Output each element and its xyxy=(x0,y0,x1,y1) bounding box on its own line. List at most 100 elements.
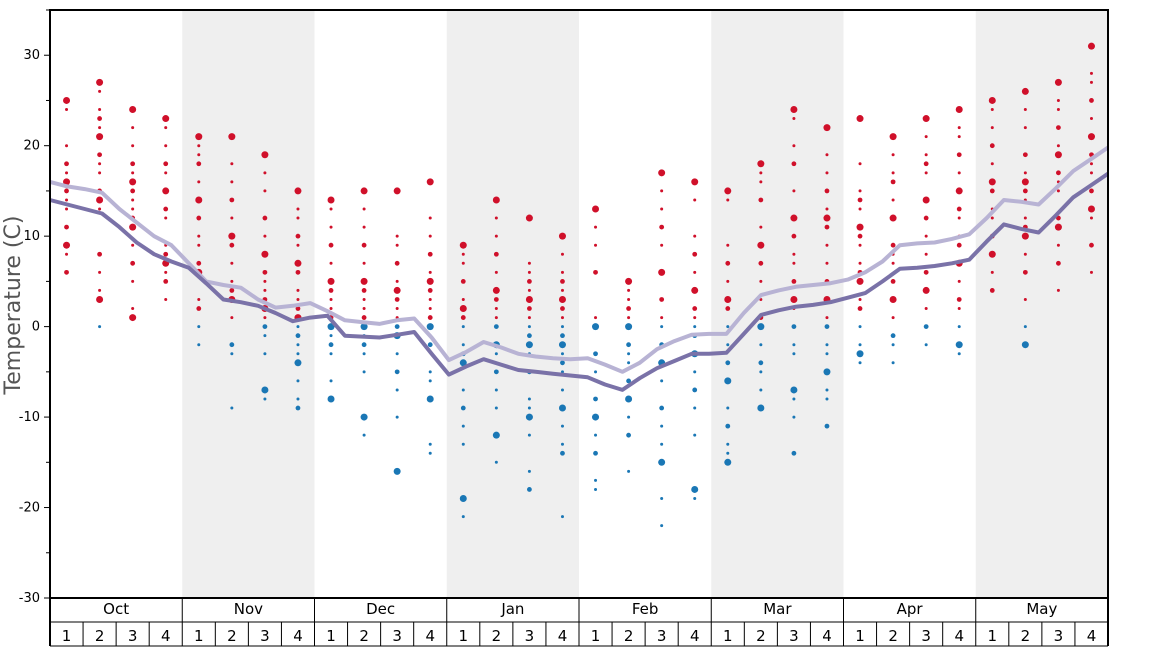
week-label: 4 xyxy=(822,627,832,645)
week-label: 2 xyxy=(95,627,105,645)
temperature-point xyxy=(627,415,631,419)
temperature-point xyxy=(428,451,432,455)
temperature-point xyxy=(660,379,664,383)
temperature-point xyxy=(560,442,564,446)
temperature-point xyxy=(427,251,433,257)
temperature-point xyxy=(494,352,498,356)
temperature-point xyxy=(527,288,531,292)
temperature-point xyxy=(924,171,928,175)
temperature-point xyxy=(294,187,302,195)
temperature-point xyxy=(790,386,798,394)
temperature-point xyxy=(63,178,71,186)
temperature-point xyxy=(560,360,565,366)
temperature-point xyxy=(461,515,465,519)
temperature-point xyxy=(196,215,202,221)
y-axis-label: Temperature (C) xyxy=(1,216,26,396)
temperature-point xyxy=(426,323,434,331)
temperature-point xyxy=(825,397,829,401)
temperature-point xyxy=(130,188,136,194)
temperature-point xyxy=(626,306,631,311)
week-label: 4 xyxy=(1087,627,1097,645)
temperature-point xyxy=(493,251,499,257)
week-label: 3 xyxy=(921,627,931,645)
temperature-point xyxy=(262,269,268,275)
temperature-point xyxy=(890,242,896,248)
week-label: 3 xyxy=(1054,627,1064,645)
temperature-point xyxy=(494,460,498,464)
y-tick-label: 20 xyxy=(23,139,40,154)
temperature-point xyxy=(922,196,930,204)
temperature-point xyxy=(129,223,137,231)
y-tick-label: 30 xyxy=(23,48,40,63)
temperature-point xyxy=(825,316,829,320)
temperature-point xyxy=(726,279,730,283)
temperature-point xyxy=(757,241,765,249)
temperature-point xyxy=(824,324,830,330)
temperature-point xyxy=(296,343,300,347)
temperature-point xyxy=(593,396,598,402)
temperature-point xyxy=(889,133,897,141)
max-temperature-line xyxy=(49,145,1110,374)
temperature-point xyxy=(792,117,796,121)
temperature-point xyxy=(1054,78,1062,86)
temperature-point xyxy=(164,171,168,175)
temperature-point xyxy=(592,205,600,213)
temperature-point xyxy=(329,261,333,265)
temperature-point xyxy=(1023,216,1027,220)
temperature-point xyxy=(891,171,895,175)
temperature-point xyxy=(527,261,531,265)
temperature-point xyxy=(955,106,963,114)
temperature-point xyxy=(131,243,135,247)
temperature-point xyxy=(759,370,763,374)
temperature-point xyxy=(296,243,300,247)
temperature-point xyxy=(131,279,135,283)
temperature-point xyxy=(296,297,300,301)
temperature-point xyxy=(726,343,730,347)
temperature-point xyxy=(97,116,102,121)
temperature-point xyxy=(98,126,102,130)
temperature-point xyxy=(1089,242,1094,248)
y-tick-label: 10 xyxy=(23,229,40,244)
temperature-point xyxy=(1089,216,1093,220)
temperature-point xyxy=(692,251,698,257)
temperature-point xyxy=(1054,151,1062,159)
temperature-point xyxy=(660,243,664,247)
temperature-point xyxy=(990,126,994,130)
temperature-point xyxy=(196,161,202,167)
temperature-point xyxy=(527,333,532,339)
temperature-point xyxy=(360,277,368,285)
temperature-point xyxy=(459,494,467,502)
temperature-point xyxy=(660,424,664,428)
temperature-point xyxy=(758,360,764,366)
y-tick-label: -20 xyxy=(19,501,40,516)
week-label: 4 xyxy=(161,627,171,645)
temperature-point xyxy=(924,252,928,256)
temperature-point xyxy=(560,270,564,274)
temperature-point xyxy=(792,352,796,356)
temperature-point xyxy=(261,151,269,159)
temperature-point xyxy=(660,325,664,329)
temperature-point xyxy=(889,295,897,303)
temperature-point xyxy=(858,162,862,166)
temperature-point xyxy=(659,405,665,411)
trend-lines xyxy=(49,145,1110,392)
temperature-point xyxy=(924,307,928,311)
temperature-point xyxy=(428,370,432,374)
y-tick-label: 0 xyxy=(32,320,40,335)
temperature-point xyxy=(395,415,399,419)
week-label: 3 xyxy=(525,627,535,645)
temperature-point xyxy=(823,368,831,376)
temperature-point xyxy=(660,496,664,500)
temperature-point xyxy=(593,351,598,357)
temperature-point xyxy=(957,135,961,139)
temperature-point xyxy=(792,189,796,193)
temperature-point xyxy=(362,297,366,301)
week-label: 3 xyxy=(392,627,402,645)
temperature-point xyxy=(792,261,796,265)
temperature-point xyxy=(130,161,136,167)
temperature-point xyxy=(726,243,730,247)
month-label: Apr xyxy=(897,600,924,618)
week-label: 4 xyxy=(425,627,435,645)
temperature-point xyxy=(65,171,69,175)
temperature-point xyxy=(427,288,433,293)
